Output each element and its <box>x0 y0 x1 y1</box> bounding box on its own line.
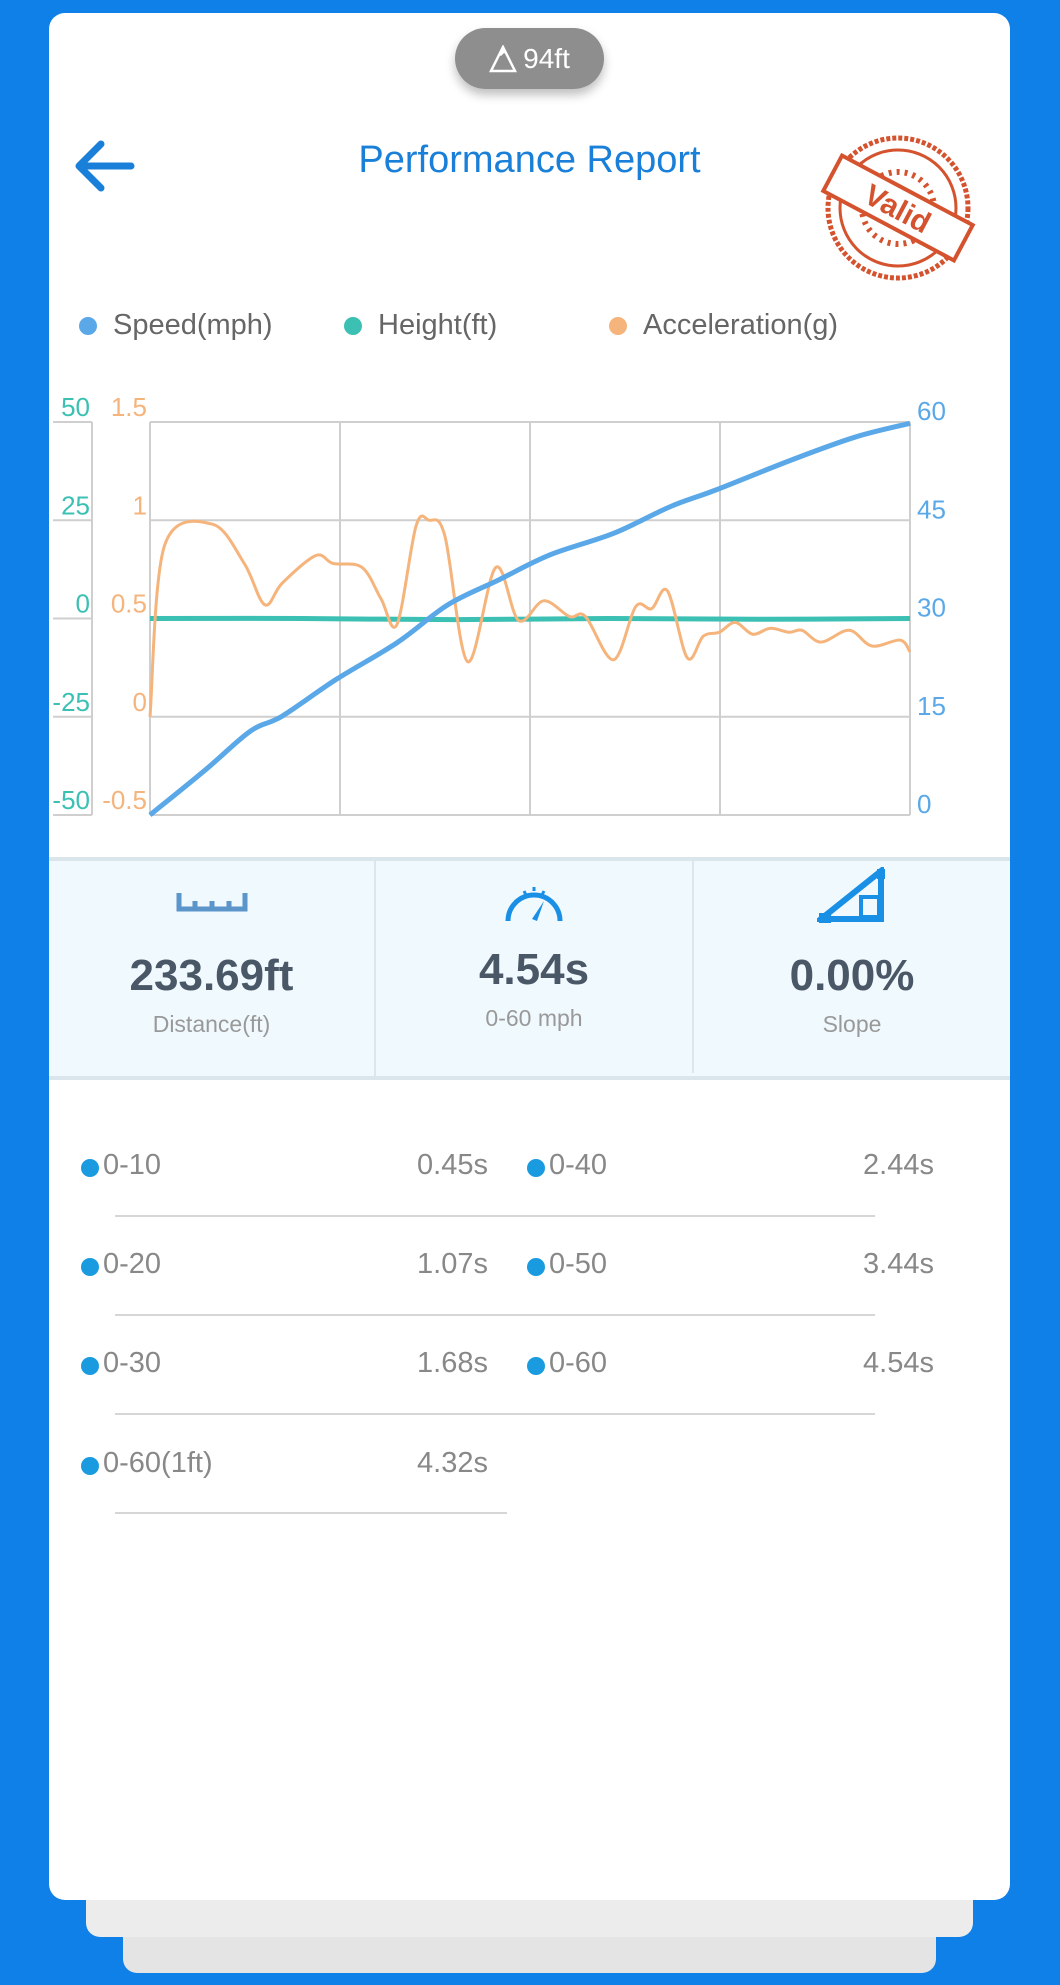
height-tick-label: 0 <box>76 589 90 619</box>
stat-zero-sixty: 4.54s 0-60 mph <box>376 861 692 1076</box>
speed-tick-label: 60 <box>917 396 946 426</box>
speed-tick-label: 15 <box>917 691 946 721</box>
legend-acceleration: Acceleration(g) <box>609 309 838 342</box>
speedometer-icon <box>505 887 563 922</box>
acceleration-tick-label: 1.5 <box>111 392 147 422</box>
split-row: 0-30 1.68s <box>81 1347 488 1387</box>
page-title: Performance Report <box>358 139 701 181</box>
card-stack-shadow <box>86 1895 973 1937</box>
acceleration-tick-label: 0 <box>133 687 147 717</box>
divider <box>692 861 694 1073</box>
height-tick-label: -25 <box>52 687 90 717</box>
acceleration-tick-label: 1 <box>133 490 147 520</box>
stat-slope: 0.00% Slope <box>694 861 1010 1076</box>
arrow-left-icon <box>75 140 135 192</box>
chart-legend: Speed(mph) Height(ft) Acceleration(g) <box>49 309 1010 369</box>
performance-chart: 50 25 0 -25 -50 1.5 1 0.5 0 -0.5 60 45 30 15 0 <box>52 392 946 819</box>
height-tick-label: -50 <box>52 785 90 815</box>
split-row: 0-60 4.54s <box>527 1347 934 1387</box>
legend-speed: Speed(mph) <box>79 309 273 342</box>
valid-stamp: Valid <box>820 135 976 281</box>
height-tick-label: 50 <box>61 392 90 422</box>
divider <box>115 1413 875 1415</box>
speed-series-line <box>148 420 911 817</box>
speed-tick-label: 0 <box>917 789 931 819</box>
stat-label: 0-60 mph <box>485 1005 583 1031</box>
stat-label: Distance(ft) <box>152 1011 271 1037</box>
divider <box>115 1215 875 1217</box>
stat-value: 233.69ft <box>129 951 294 1000</box>
split-row: 0-20 1.07s <box>81 1248 488 1288</box>
ruler-icon <box>176 893 247 912</box>
split-row: 0-40 2.44s <box>527 1149 934 1189</box>
split-row: 0-10 0.45s <box>81 1149 488 1189</box>
acceleration-series-line <box>148 514 912 717</box>
speed-tick-label: 45 <box>917 494 946 524</box>
height-tick-label: 25 <box>61 490 90 520</box>
acceleration-tick-label: 0.5 <box>111 589 147 619</box>
back-button[interactable] <box>73 138 137 194</box>
split-row: 0-60(1ft) 4.32s <box>81 1447 488 1487</box>
legend-height: Height(ft) <box>344 309 497 342</box>
divider <box>374 861 376 1076</box>
altitude-value: 94ft <box>523 42 570 74</box>
split-row: 0-50 3.44s <box>527 1248 934 1288</box>
height-series-line <box>149 615 911 623</box>
stat-value: 0.00% <box>789 951 915 1000</box>
speed-tick-label: 30 <box>917 593 946 623</box>
stat-label: Slope <box>822 1011 882 1037</box>
stat-value: 4.54s <box>478 945 590 994</box>
mountain-icon <box>489 44 518 72</box>
report-card: 94ft Performance Report Valid Speed(mph)… <box>49 13 1010 1900</box>
acceleration-tick-label: -0.5 <box>102 785 147 815</box>
divider <box>115 1512 507 1514</box>
slope-icon <box>817 867 885 923</box>
stat-distance: 233.69ft Distance(ft) <box>49 861 374 1076</box>
stats-panel: 233.69ft Distance(ft) 4.54s 0-60 mph 0.0… <box>49 857 1010 1080</box>
altitude-badge: 94ft <box>455 28 604 89</box>
divider <box>115 1314 875 1316</box>
card-stack-shadow <box>123 1930 936 1973</box>
